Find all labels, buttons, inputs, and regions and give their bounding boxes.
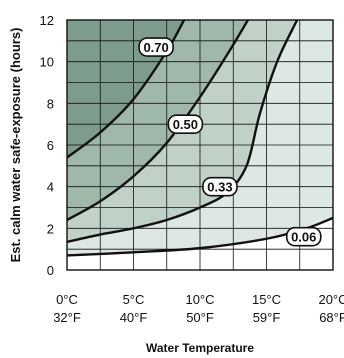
curve-label-0.33: 0.33 bbox=[202, 176, 238, 197]
y-tick-label: 2 bbox=[47, 221, 54, 236]
x-tick-label-f: 40°F bbox=[120, 310, 148, 325]
curve-label-0.50: 0.50 bbox=[167, 114, 204, 134]
svg-text:0.70: 0.70 bbox=[143, 40, 168, 55]
y-tick-label: 12 bbox=[40, 13, 54, 28]
x-tick-label-c: 15°C bbox=[252, 292, 281, 307]
series-line-0.70 bbox=[67, 20, 186, 159]
x-tick-label-c: 5°C bbox=[123, 292, 145, 307]
y-tick-label: 8 bbox=[47, 96, 54, 111]
tick-labels: 0 2 4 6 8 10 12 0°C 32°F 5°C 40°F 10°C 50°F 15°C 59°F 2… bbox=[40, 13, 344, 325]
curve-labels: 0.70 0.50 0.33 0.06 bbox=[138, 37, 322, 247]
svg-text:0.06: 0.06 bbox=[291, 230, 316, 245]
svg-text:0.33: 0.33 bbox=[207, 180, 232, 195]
y-tick-label: 6 bbox=[47, 138, 54, 153]
series-line-0.50 bbox=[67, 20, 249, 222]
x-tick-label-c: 10°C bbox=[185, 292, 214, 307]
x-tick-label-f: 50°F bbox=[186, 310, 214, 325]
series-line-0.33 bbox=[67, 20, 299, 244]
y-tick-label: 0 bbox=[47, 263, 54, 278]
plot-frame bbox=[66, 19, 334, 271]
x-tick-label-c: 0°C bbox=[56, 292, 78, 307]
x-tick-label-f: 59°F bbox=[253, 310, 281, 325]
x-tick-label-c: 20°C bbox=[318, 292, 344, 307]
x-tick-label-f: 32°F bbox=[53, 310, 81, 325]
curve-label-0.70: 0.70 bbox=[138, 37, 174, 57]
axes bbox=[66, 19, 334, 271]
x-axis-title: Water Temperature bbox=[146, 341, 254, 355]
y-axis-title: Est. calm water safe-exposure (hours) bbox=[8, 28, 23, 263]
x-tick-label-f: 68°F bbox=[319, 310, 344, 325]
y-tick-label: 10 bbox=[40, 55, 54, 70]
y-tick-label: 4 bbox=[47, 180, 54, 195]
curve-label-0.06: 0.06 bbox=[285, 226, 322, 247]
svg-text:0.50: 0.50 bbox=[173, 117, 198, 132]
